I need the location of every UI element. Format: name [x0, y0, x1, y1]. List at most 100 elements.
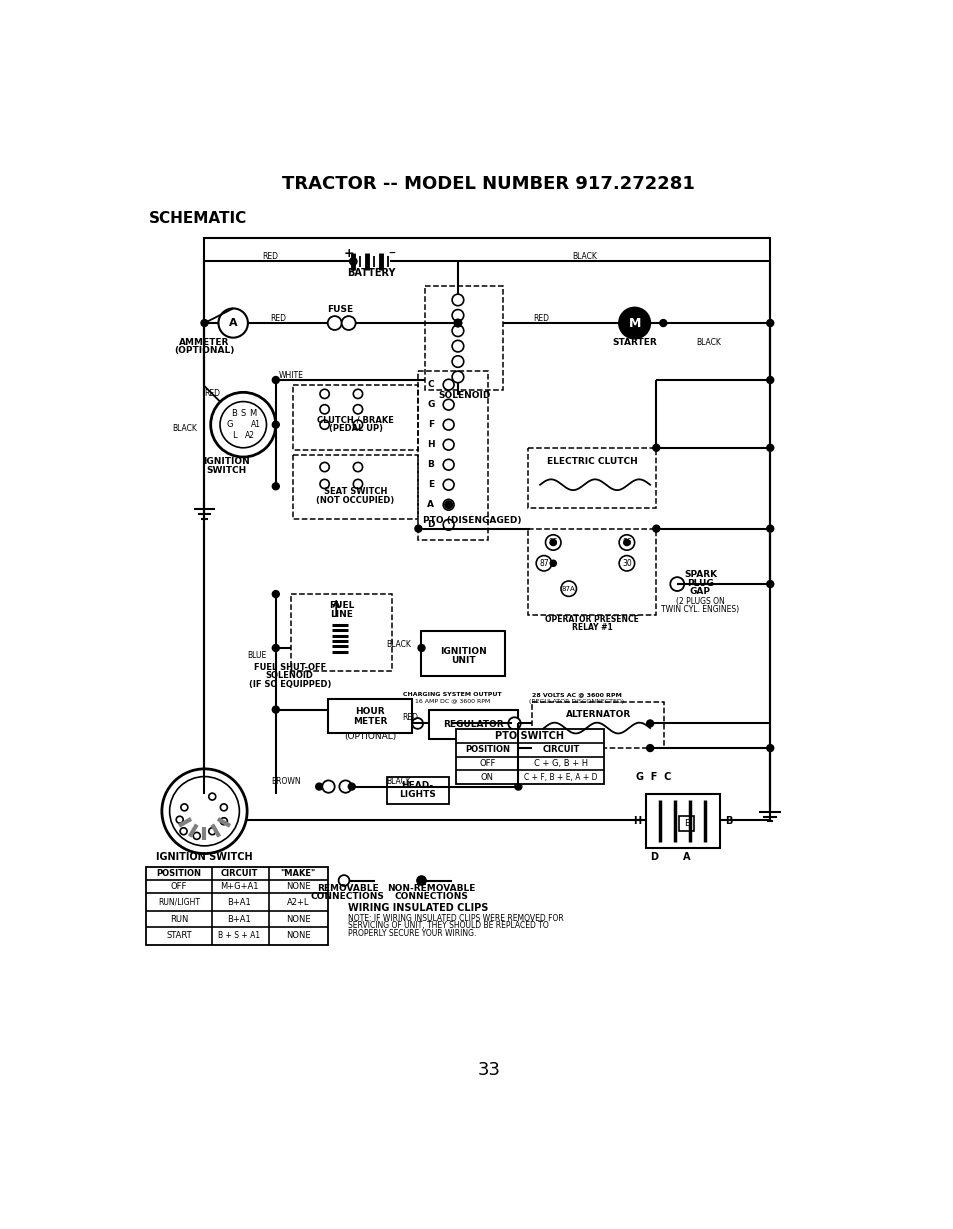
Circle shape [339, 780, 352, 793]
Text: POSITION: POSITION [464, 745, 509, 755]
Circle shape [209, 793, 215, 800]
Circle shape [452, 340, 463, 351]
Circle shape [443, 399, 454, 410]
Text: ALTERNATOR: ALTERNATOR [565, 709, 630, 719]
Circle shape [272, 376, 279, 383]
Circle shape [508, 718, 520, 730]
Circle shape [272, 591, 279, 597]
Bar [679, 816, 694, 831]
Text: E: E [427, 481, 434, 489]
Circle shape [443, 499, 454, 510]
Text: 87A: 87A [561, 586, 575, 591]
Circle shape [515, 745, 521, 752]
Text: A2: A2 [244, 431, 254, 440]
Circle shape [353, 390, 362, 398]
Circle shape [452, 371, 463, 382]
Circle shape [618, 556, 634, 571]
Text: "MAKE": "MAKE" [280, 869, 315, 878]
Circle shape [766, 445, 773, 451]
Bar [386, 777, 448, 804]
Text: WIRING INSULATED CLIPS: WIRING INSULATED CLIPS [348, 903, 488, 913]
Circle shape [443, 380, 454, 390]
Text: (PEDAL UP): (PEDAL UP) [328, 424, 382, 433]
Circle shape [218, 308, 248, 338]
Circle shape [443, 419, 454, 430]
Bar [645, 794, 720, 848]
Circle shape [515, 745, 521, 752]
Text: REMOVABLE: REMOVABLE [316, 885, 378, 893]
Circle shape [315, 783, 322, 790]
Circle shape [181, 804, 188, 811]
Text: TRACTOR -- MODEL NUMBER 917.272281: TRACTOR -- MODEL NUMBER 917.272281 [282, 176, 695, 193]
Text: RED: RED [533, 313, 549, 323]
Text: BLACK: BLACK [695, 338, 720, 347]
Circle shape [417, 644, 424, 651]
Circle shape [652, 445, 659, 451]
Circle shape [353, 479, 362, 489]
Text: CIRCUIT: CIRCUIT [541, 745, 579, 755]
Text: A1: A1 [252, 420, 261, 429]
Circle shape [170, 777, 239, 846]
Text: B: B [231, 408, 236, 418]
Text: E: E [683, 819, 689, 828]
Text: M+G+A1: M+G+A1 [220, 882, 258, 891]
Circle shape [353, 420, 362, 429]
Text: AMMETER: AMMETER [179, 338, 230, 347]
Text: BLACK: BLACK [571, 252, 596, 261]
Bar [421, 630, 505, 676]
Text: B+A1: B+A1 [227, 897, 251, 907]
Circle shape [348, 783, 355, 790]
Bar [291, 594, 392, 671]
Circle shape [560, 581, 576, 596]
Circle shape [328, 316, 341, 329]
Text: OPERATOR PRESENCE: OPERATOR PRESENCE [544, 614, 639, 624]
Circle shape [443, 520, 454, 530]
Text: NON-REMOVABLE: NON-REMOVABLE [387, 885, 476, 893]
Text: (IF SO EQUIPPED): (IF SO EQUIPPED) [249, 680, 331, 688]
Text: IGNITION: IGNITION [203, 457, 250, 466]
Text: NONE: NONE [286, 932, 311, 940]
Text: CONNECTIONS: CONNECTIONS [311, 892, 384, 901]
Text: 33: 33 [476, 1061, 500, 1079]
Text: RED: RED [270, 313, 286, 323]
Text: BLACK: BLACK [385, 777, 410, 785]
Text: HOUR: HOUR [355, 708, 385, 717]
Text: OFF: OFF [478, 760, 495, 768]
Text: SERVICING OF UNIT, THEY SHOULD BE REPLACED TO: SERVICING OF UNIT, THEY SHOULD BE REPLAC… [348, 922, 548, 930]
Bar [293, 456, 418, 519]
Text: H: H [632, 816, 640, 826]
Text: RUN/LIGHT: RUN/LIGHT [158, 897, 200, 907]
Bar [293, 385, 418, 450]
Circle shape [550, 540, 556, 546]
Circle shape [536, 556, 551, 571]
Text: +: + [343, 247, 354, 261]
Text: IGNITION: IGNITION [439, 646, 486, 655]
Text: BLACK: BLACK [172, 424, 196, 433]
Circle shape [443, 479, 454, 490]
Text: RED: RED [262, 252, 278, 261]
Text: G: G [227, 420, 233, 429]
Text: BLACK: BLACK [385, 639, 410, 649]
Text: OFF: OFF [171, 882, 187, 891]
Text: UNIT: UNIT [451, 656, 476, 665]
Text: 16 AMP DC @ 3600 RPM: 16 AMP DC @ 3600 RPM [415, 698, 490, 704]
Circle shape [670, 578, 683, 591]
Circle shape [416, 876, 426, 885]
Text: WHITE: WHITE [278, 371, 303, 380]
Text: SWITCH: SWITCH [206, 466, 246, 474]
Circle shape [766, 745, 773, 752]
Text: C: C [427, 380, 434, 390]
Circle shape [220, 804, 227, 811]
Circle shape [766, 580, 773, 587]
Circle shape [646, 745, 653, 752]
Text: PROPERLY SECURE YOUR WIRING.: PROPERLY SECURE YOUR WIRING. [348, 929, 476, 938]
Circle shape [211, 392, 275, 457]
Text: POSITION: POSITION [156, 869, 201, 878]
Bar [146, 866, 328, 945]
Text: C + G, B + H: C + G, B + H [534, 760, 587, 768]
Bar [528, 447, 656, 508]
Text: (NOT OCCUPIED): (NOT OCCUPIED) [316, 497, 395, 505]
Circle shape [319, 390, 329, 398]
Text: A: A [682, 853, 690, 863]
Text: (OPTIONAL): (OPTIONAL) [344, 732, 396, 741]
